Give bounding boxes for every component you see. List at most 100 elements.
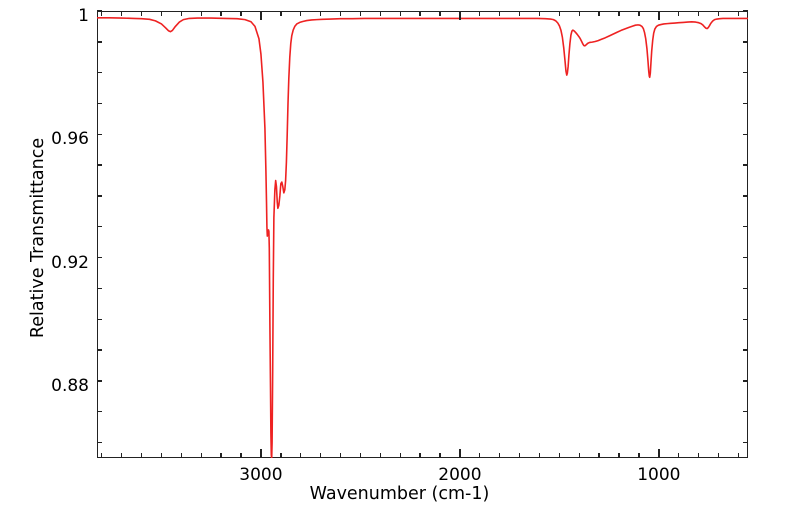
y-minor-tick-right <box>743 226 748 228</box>
x-major-tick <box>459 449 461 458</box>
x-major-tick <box>658 449 660 458</box>
x-minor-tick <box>180 453 183 458</box>
x-minor-tick-top <box>737 11 740 16</box>
y-minor-tick <box>97 195 102 197</box>
x-tick-label: 1000 <box>637 465 681 485</box>
x-minor-tick <box>737 453 740 458</box>
x-minor-tick <box>120 453 123 458</box>
x-minor-tick <box>379 453 381 458</box>
y-minor-tick <box>97 256 102 259</box>
x-major-tick-top <box>658 11 660 20</box>
x-minor-tick-top <box>578 11 580 16</box>
x-minor-tick-top <box>240 11 242 16</box>
y-minor-tick-right <box>743 10 748 12</box>
x-minor-tick <box>140 453 143 458</box>
y-minor-tick <box>97 287 102 290</box>
x-minor-tick-top <box>558 11 561 16</box>
y-tick-label: 0.96 <box>51 129 89 150</box>
x-minor-tick <box>697 453 700 458</box>
y-minor-tick-right <box>743 102 748 105</box>
y-minor-tick-right <box>743 349 748 351</box>
y-minor-tick-right <box>743 133 748 135</box>
x-minor-tick <box>678 453 680 458</box>
x-minor-tick <box>359 453 362 458</box>
y-minor-tick <box>97 411 102 413</box>
x-minor-tick-top <box>339 11 342 16</box>
y-minor-tick-right <box>743 256 748 259</box>
y-minor-tick-right <box>743 71 748 74</box>
x-tick-label: 2000 <box>438 465 482 485</box>
x-minor-tick-top <box>678 11 680 16</box>
x-minor-tick-top <box>180 11 183 16</box>
x-minor-tick <box>300 453 302 458</box>
x-minor-tick <box>538 453 541 458</box>
y-minor-tick <box>97 102 102 105</box>
x-minor-tick-top <box>498 11 501 16</box>
x-minor-tick-top <box>160 11 163 16</box>
x-minor-tick-top <box>618 11 620 16</box>
x-minor-tick <box>578 453 580 458</box>
y-minor-tick-right <box>743 380 748 382</box>
x-minor-tick <box>598 453 600 458</box>
x-minor-tick-top <box>120 11 123 16</box>
y-minor-tick-right <box>743 41 748 43</box>
x-minor-tick-top <box>598 11 600 16</box>
y-tick-label: 0.88 <box>51 376 89 397</box>
x-minor-tick-top <box>399 11 401 16</box>
x-minor-tick <box>717 453 720 458</box>
x-minor-tick-top <box>300 11 302 16</box>
y-axis-title: Relative Transmittance <box>28 137 48 339</box>
y-minor-tick <box>97 380 102 382</box>
y-minor-tick <box>97 318 102 320</box>
x-minor-tick <box>220 453 222 458</box>
y-minor-tick-right <box>743 195 748 197</box>
x-minor-tick-top <box>359 11 362 16</box>
x-minor-tick <box>558 453 561 458</box>
y-minor-tick <box>97 10 102 12</box>
x-minor-tick <box>439 453 441 458</box>
x-minor-tick-top <box>319 11 322 16</box>
x-minor-tick <box>498 453 501 458</box>
x-minor-tick <box>280 453 282 458</box>
spectrum-curve <box>97 16 748 458</box>
x-major-tick-top <box>260 11 262 20</box>
x-minor-tick-top <box>101 11 103 16</box>
y-minor-tick <box>97 41 102 43</box>
x-minor-tick-top <box>200 11 202 16</box>
x-minor-tick-top <box>479 11 481 16</box>
x-minor-tick-top <box>140 11 143 16</box>
x-minor-tick-top <box>538 11 541 16</box>
x-minor-tick <box>319 453 322 458</box>
y-minor-tick <box>97 164 102 166</box>
x-minor-tick <box>518 453 521 458</box>
x-minor-tick-top <box>439 11 441 16</box>
y-minor-tick-right <box>743 164 748 166</box>
x-minor-tick-top <box>379 11 381 16</box>
x-minor-tick <box>399 453 401 458</box>
x-minor-tick <box>419 453 421 458</box>
y-tick-label: 0.92 <box>51 252 89 273</box>
x-minor-tick <box>479 453 481 458</box>
x-minor-tick <box>200 453 202 458</box>
x-axis-title: Wavenumber (cm-1) <box>309 484 490 504</box>
x-minor-tick <box>240 453 242 458</box>
x-major-tick-top <box>459 11 461 20</box>
x-minor-tick <box>101 453 103 458</box>
y-minor-tick <box>97 133 102 135</box>
x-minor-tick <box>638 453 640 458</box>
plot-frame <box>97 11 748 458</box>
x-minor-tick-top <box>280 11 282 16</box>
y-minor-tick <box>97 349 102 351</box>
y-minor-tick-right <box>743 318 748 320</box>
x-minor-tick <box>618 453 620 458</box>
x-minor-tick-top <box>697 11 700 16</box>
x-minor-tick-top <box>717 11 720 16</box>
x-tick-label: 3000 <box>239 465 283 485</box>
y-minor-tick <box>97 441 102 444</box>
y-minor-tick <box>97 226 102 228</box>
y-minor-tick-right <box>743 411 748 413</box>
x-minor-tick-top <box>419 11 421 16</box>
x-minor-tick <box>160 453 163 458</box>
x-minor-tick-top <box>518 11 521 16</box>
